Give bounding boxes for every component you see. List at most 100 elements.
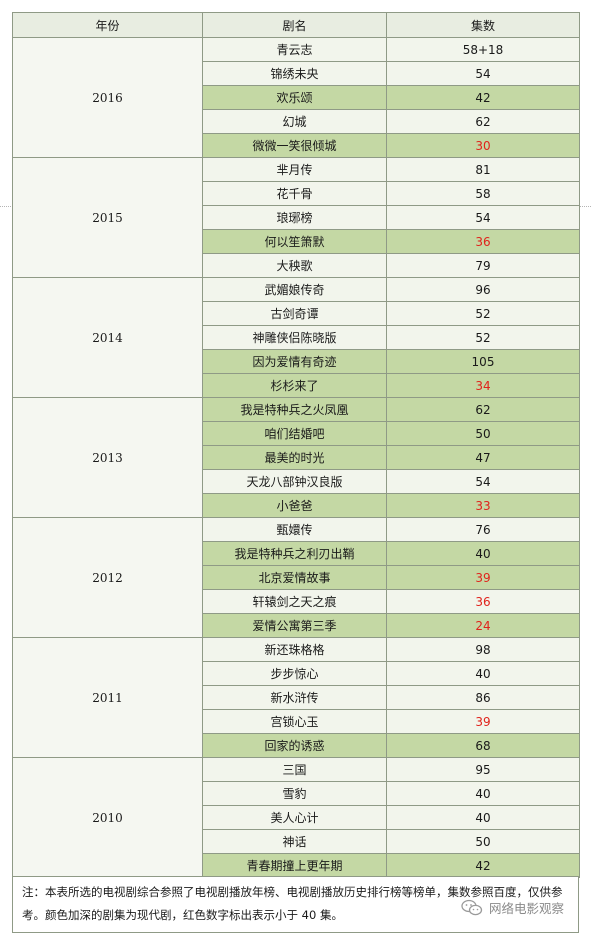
drama-name-cell: 步步惊心 [202,661,387,686]
episodes-cell: 54 [386,469,580,494]
header-year: 年份 [12,12,203,38]
drama-name-cell: 幻城 [202,109,387,134]
episodes-cell: 54 [386,61,580,86]
drama-name-cell: 轩辕剑之天之痕 [202,589,387,614]
episodes-cell: 68 [386,733,580,758]
drama-name-cell: 最美的时光 [202,445,387,470]
table-row: 何以笙箫默 36 [13,229,580,254]
episodes-cell: 40 [386,805,580,830]
table-row: 花千骨 58 [13,181,580,206]
drama-name-cell: 青云志 [202,37,387,62]
drama-name-cell: 神雕侠侣陈晓版 [202,325,387,350]
table-row: 我是特种兵之利刃出鞘 40 [13,541,580,566]
table-row: 回家的诱惑 68 [13,733,580,758]
drama-name-cell: 爱情公寓第三季 [202,613,387,638]
table-row: 爱情公寓第三季 24 [13,613,580,638]
year-cell: 2012 [12,517,203,638]
table-row: 雪豹 40 [13,781,580,806]
episodes-cell: 76 [386,517,580,542]
drama-name-cell: 三国 [202,757,387,782]
table-row: 幻城 62 [13,109,580,134]
year-cell: 2011 [12,637,203,758]
table-row: 微微一笑很倾城 30 [13,133,580,158]
wechat-icon [461,899,483,915]
table-row: 宫锁心玉 39 [13,709,580,734]
table-row: 轩辕剑之天之痕 36 [13,589,580,614]
table-row: 青春期撞上更年期 42 [13,853,580,878]
episodes-cell: 105 [386,349,580,374]
episodes-cell: 42 [386,85,580,110]
drama-name-cell: 大秧歌 [202,253,387,278]
episodes-cell: 40 [386,541,580,566]
episodes-cell: 54 [386,205,580,230]
episodes-cell: 42 [386,853,580,878]
episodes-cell: 58+18 [386,37,580,62]
table-row: 2010 三国 95 [12,757,580,878]
table-row: 小爸爸 33 [13,493,580,518]
drama-name-cell: 青春期撞上更年期 [202,853,387,878]
drama-name-cell: 琅琊榜 [202,205,387,230]
episodes-cell: 50 [386,421,580,446]
table-row: 2016 青云志 58+18 [12,37,580,158]
drama-name-cell: 微微一笑很倾城 [202,133,387,158]
year-cell: 2014 [12,277,203,398]
drama-name-cell: 咱们结婚吧 [202,421,387,446]
table-row: 2012 甄嬛传 76 [12,517,580,638]
tv-drama-table: 年份 剧名 集数 2016 青云志 58+18 锦绣未央 54 欢乐颂 42 幻城 62 微微一笑… [12,12,580,878]
table-row: 锦绣未央 54 [13,61,580,86]
table-row: 神雕侠侣陈晓版 52 [13,325,580,350]
drama-name-cell: 杉杉来了 [202,373,387,398]
table-row: 因为爱情有奇迹 105 [13,349,580,374]
episodes-cell: 40 [386,781,580,806]
table-row: 最美的时光 47 [13,445,580,470]
drama-name-cell: 新还珠格格 [202,637,387,662]
episodes-cell: 98 [386,637,580,662]
year-cell: 2015 [12,157,203,278]
year-cell: 2016 [12,37,203,158]
episodes-cell: 36 [386,229,580,254]
episodes-cell: 96 [386,277,580,302]
episodes-cell: 33 [386,493,580,518]
table-row: 步步惊心 40 [13,661,580,686]
drama-name-cell: 武媚娘传奇 [202,277,387,302]
year-cell: 2010 [12,757,203,878]
drama-name-cell: 天龙八部钟汉良版 [202,469,387,494]
episodes-cell: 62 [386,397,580,422]
table-row: 欢乐颂 42 [13,85,580,110]
drama-name-cell: 何以笙箫默 [202,229,387,254]
drama-name-cell: 小爸爸 [202,493,387,518]
watermark: 网络电影观察 [458,898,565,917]
table-body: 2016 青云志 58+18 锦绣未央 54 欢乐颂 42 幻城 62 微微一笑很倾城 30 2015… [12,37,580,878]
year-cell: 2013 [12,397,203,518]
episodes-cell: 81 [386,157,580,182]
drama-name-cell: 雪豹 [202,781,387,806]
table-row: 古剑奇谭 52 [13,301,580,326]
drama-name-cell: 我是特种兵之火凤凰 [202,397,387,422]
episodes-cell: 30 [386,133,580,158]
episodes-cell: 50 [386,829,580,854]
episodes-cell: 39 [386,565,580,590]
table-row: 2013 我是特种兵之火凤凰 62 [12,397,580,518]
drama-name-cell: 回家的诱惑 [202,733,387,758]
watermark-text: 网络电影观察 [489,901,565,916]
drama-name-cell: 新水浒传 [202,685,387,710]
table-row: 2011 新还珠格格 98 [12,637,580,758]
episodes-cell: 39 [386,709,580,734]
episodes-cell: 58 [386,181,580,206]
table-row: 咱们结婚吧 50 [13,421,580,446]
drama-name-cell: 锦绣未央 [202,61,387,86]
table-row: 2015 芈月传 81 [12,157,580,278]
drama-name-cell: 芈月传 [202,157,387,182]
episodes-cell: 34 [386,373,580,398]
table-row: 北京爱情故事 39 [13,565,580,590]
drama-name-cell: 因为爱情有奇迹 [202,349,387,374]
episodes-cell: 40 [386,661,580,686]
episodes-cell: 79 [386,253,580,278]
drama-name-cell: 我是特种兵之利刃出鞘 [202,541,387,566]
episodes-cell: 62 [386,109,580,134]
episodes-cell: 47 [386,445,580,470]
drama-name-cell: 欢乐颂 [202,85,387,110]
episodes-cell: 95 [386,757,580,782]
drama-name-cell: 古剑奇谭 [202,301,387,326]
episodes-cell: 36 [386,589,580,614]
